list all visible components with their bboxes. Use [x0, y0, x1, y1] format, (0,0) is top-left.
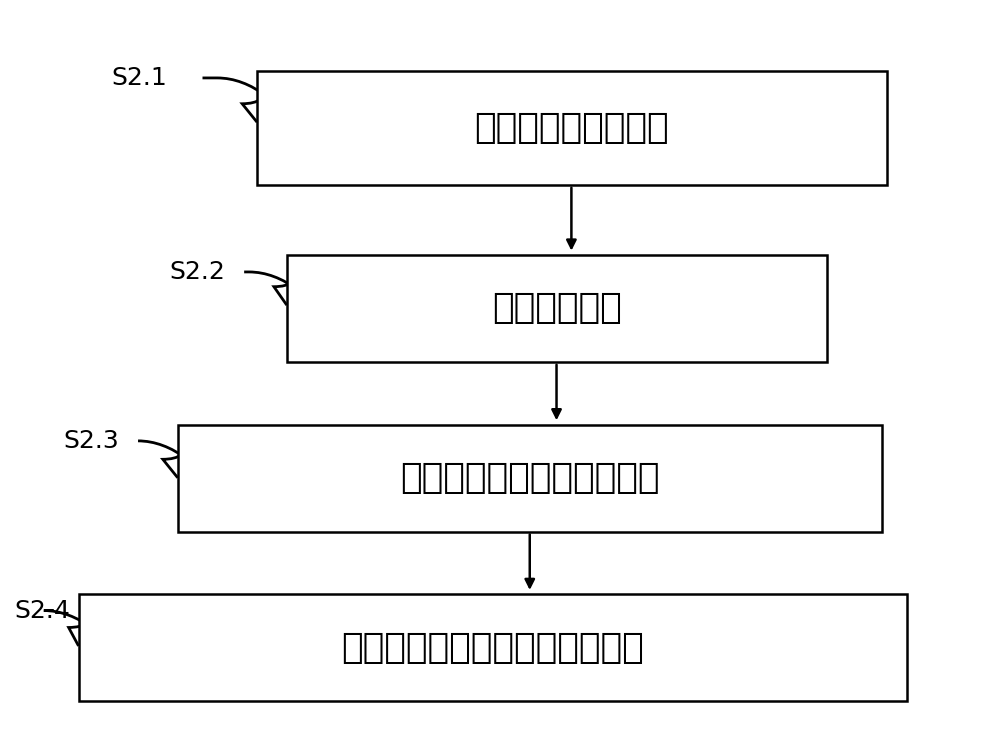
FancyBboxPatch shape [287, 255, 827, 362]
Text: 各部分电路内部的地线单点接地: 各部分电路内部的地线单点接地 [341, 631, 644, 665]
Text: 汇总于总地线: 汇总于总地线 [492, 292, 622, 325]
FancyBboxPatch shape [79, 595, 907, 701]
Text: S2.1: S2.1 [111, 66, 167, 90]
Text: 设定公共点位参考点: 设定公共点位参考点 [475, 110, 669, 145]
Text: S2.2: S2.2 [170, 260, 226, 284]
Text: S2.4: S2.4 [14, 598, 70, 622]
Text: S2.3: S2.3 [64, 429, 119, 453]
FancyBboxPatch shape [257, 71, 887, 185]
FancyBboxPatch shape [178, 424, 882, 532]
Text: 数字区与模拟区以地线隔离: 数字区与模拟区以地线隔离 [400, 461, 660, 495]
